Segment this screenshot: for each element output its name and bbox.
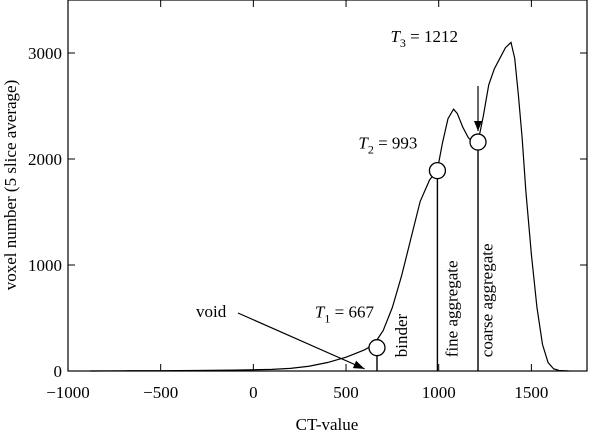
x-tick-label: 1000 [422, 383, 456, 402]
y-axis-ticks: 0 1000 2000 3000 [28, 44, 587, 381]
x-axis-label: CT-value [296, 415, 359, 434]
y-tick-label: 0 [54, 362, 63, 381]
annotation-void: void [196, 302, 227, 321]
threshold-marker-T2 [428, 162, 447, 180]
histogram-line [90, 41, 569, 372]
y-axis-label: voxel number (5 slice average) [1, 80, 20, 291]
x-tick-label: 500 [333, 383, 359, 402]
x-tick-label: −1000 [46, 383, 90, 402]
threshold-markers: T1 = 667 T2 = 993 T3 = 1212 [315, 27, 487, 357]
x-tick-label: 1500 [514, 383, 548, 402]
threshold-label-T3: T3 = 1212 [390, 27, 458, 50]
void-arrow-shaft [237, 312, 365, 370]
x-axis-ticks: −1000 −500 0 500 1000 1500 [46, 0, 548, 402]
annotation-coarse-aggregate: coarse aggregate [477, 243, 496, 357]
threshold-marker-T1 [368, 339, 386, 357]
y-tick-label: 2000 [28, 150, 62, 169]
threshold-label-T1: T1 = 667 [315, 303, 375, 326]
plot-frame [67, 0, 588, 372]
y-tick-label: 3000 [28, 44, 62, 63]
y-tick-label: 1000 [28, 256, 62, 275]
T3-arrow-head [474, 121, 483, 132]
annotations: void binder fine aggregate coarse aggregate [196, 243, 496, 370]
annotation-fine-aggregate: fine aggregate [442, 260, 461, 357]
x-tick-label: −500 [143, 383, 178, 402]
void-arrow-head [352, 360, 365, 369]
threshold-label-T2: T2 = 993 [358, 134, 417, 157]
threshold-marker-T3 [469, 133, 487, 151]
annotation-binder: binder [392, 313, 411, 357]
x-tick-label: 0 [249, 383, 258, 402]
